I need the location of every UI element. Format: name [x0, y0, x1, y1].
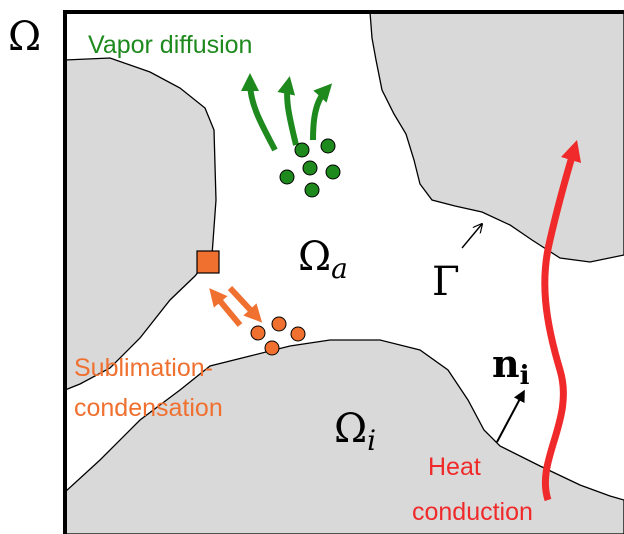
heat-arrow — [541, 139, 582, 502]
vapor-particles — [279, 138, 341, 198]
interface-label: Γ — [432, 259, 460, 305]
normal-arrow — [496, 389, 525, 443]
domain-label: Ω — [8, 14, 41, 60]
frame — [63, 10, 624, 534]
heat-label-1: Heat — [428, 453, 481, 481]
normal-label: ni — [492, 341, 530, 391]
interface-pointer — [461, 224, 482, 249]
sublimation-particles — [250, 316, 306, 356]
left-grain — [64, 57, 217, 391]
bottom-grain — [64, 339, 624, 534]
sublimation-arrows — [209, 285, 263, 327]
vapor-arrows — [241, 73, 333, 152]
heat-label-2: conduction — [412, 498, 533, 526]
deposition-site — [196, 250, 220, 274]
air-label: Ωa — [298, 234, 348, 285]
vapor-label: Vapor diffusion — [88, 31, 252, 59]
ice-label: Ωi — [334, 406, 376, 457]
top-right-grain — [369, 11, 624, 263]
sublimation-label-2: condensation — [74, 394, 223, 422]
sublimation-label-1: Sublimation- — [74, 354, 213, 382]
